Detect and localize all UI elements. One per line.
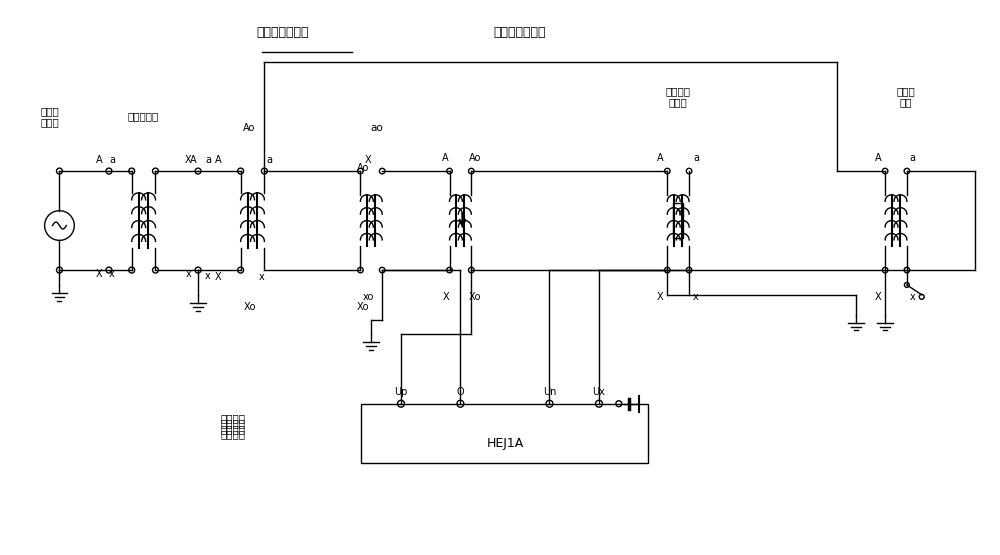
Text: a: a [266, 155, 272, 165]
Text: X: X [442, 292, 449, 302]
Text: Ux: Ux [593, 387, 605, 397]
Text: X: X [215, 272, 221, 282]
Text: 电压互感
器校验仪: 电压互感 器校验仪 [220, 413, 245, 435]
Text: a: a [109, 155, 115, 165]
Text: A: A [190, 155, 196, 165]
Text: X: X [96, 269, 102, 279]
Text: A: A [875, 153, 881, 163]
Text: X: X [875, 292, 881, 302]
Text: A: A [442, 153, 449, 163]
Text: A: A [215, 155, 221, 165]
Text: X: X [185, 155, 191, 165]
Text: a: a [910, 153, 916, 163]
Text: 电压互感
器校验仪: 电压互感 器校验仪 [220, 418, 245, 439]
Text: 供电互
感器: 供电互 感器 [897, 86, 915, 108]
Text: 试验变压器: 试验变压器 [128, 112, 159, 122]
Bar [673, 203, 683, 238]
Text: Xo: Xo [243, 302, 256, 312]
Text: Xo: Xo [357, 302, 370, 312]
Text: x: x [185, 269, 191, 279]
Text: Up: Up [394, 387, 408, 397]
Text: Ao: Ao [243, 123, 256, 133]
Text: 被检电压
互感器: 被检电压 互感器 [666, 86, 691, 108]
Text: X: X [657, 292, 664, 302]
Text: x: x [259, 272, 264, 282]
Text: Un: Un [543, 387, 556, 397]
Text: a: a [205, 155, 211, 165]
Text: Y: Y [676, 208, 682, 218]
Text: x: x [109, 269, 115, 279]
Text: O: O [457, 387, 464, 397]
Text: xo: xo [363, 292, 374, 302]
Text: 双级感应分压器: 双级感应分压器 [494, 26, 546, 39]
Bar [361, 403, 648, 463]
Text: a: a [693, 153, 699, 163]
Text: X: X [365, 155, 372, 165]
Text: Xo: Xo [469, 292, 482, 302]
Text: Ao: Ao [357, 163, 370, 173]
Text: x: x [205, 271, 211, 281]
Text: Ao: Ao [469, 153, 481, 163]
Text: x: x [693, 292, 699, 302]
Text: HEJ1A: HEJ1A [486, 437, 524, 450]
Text: x: x [910, 292, 916, 302]
Text: ao: ao [370, 123, 383, 133]
Text: 交流稳
压电源: 交流稳 压电源 [40, 106, 59, 128]
Text: A: A [96, 155, 102, 165]
Text: A: A [657, 153, 664, 163]
Text: 双级电压互感器: 双级电压互感器 [256, 26, 308, 39]
